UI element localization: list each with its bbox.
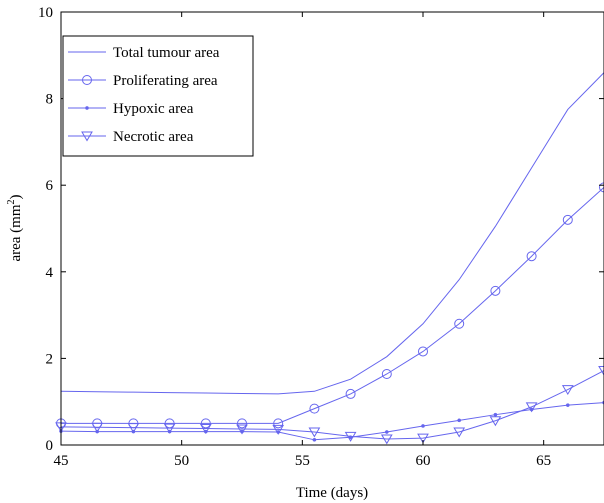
data-point <box>236 424 248 435</box>
legend-entry: Hypoxic area <box>68 101 194 117</box>
data-point <box>384 430 389 434</box>
legend: Total tumour area Proliferating area Hypox… <box>62 35 254 157</box>
y-tick-label: 4 <box>46 265 54 281</box>
data-point <box>561 385 574 396</box>
data-point <box>91 422 104 433</box>
data-point <box>417 433 429 444</box>
data-point <box>344 431 357 442</box>
legend-entry: Proliferating area <box>68 73 218 89</box>
data-point <box>453 427 466 438</box>
y-axis-label: area (mm2) <box>6 194 24 261</box>
legend-label: Necrotic area <box>113 129 194 145</box>
data-point <box>565 403 570 408</box>
data-point <box>312 437 317 442</box>
legend-label: Total tumour area <box>113 45 220 61</box>
data-point <box>421 424 425 428</box>
series-line <box>60 402 604 441</box>
series-line <box>60 72 604 395</box>
series-line <box>60 370 604 440</box>
x-tick-label: 45 <box>54 453 69 469</box>
y-tick-label: 0 <box>46 438 54 454</box>
legend-marker <box>85 106 89 110</box>
data-point <box>493 412 498 417</box>
data-point <box>199 424 212 435</box>
data-point <box>381 368 392 379</box>
x-tick-label: 65 <box>536 453 551 469</box>
data-point <box>127 423 140 434</box>
data-point <box>418 346 428 357</box>
y-axis-label-sup: 2 <box>6 199 17 204</box>
x-tick-label: 55 <box>295 453 310 469</box>
series-line <box>61 186 604 424</box>
y-tick-label: 2 <box>46 351 54 367</box>
data-point <box>489 416 502 427</box>
legend-marker <box>82 75 92 85</box>
data-point <box>598 366 604 377</box>
data-point <box>562 214 573 225</box>
data-point <box>345 388 356 399</box>
y-tick-label: 6 <box>46 178 54 194</box>
data-point <box>454 318 465 329</box>
data-point <box>526 251 537 262</box>
data-point <box>200 418 211 429</box>
y-axis-label-suffix: ) <box>8 194 24 199</box>
data-point <box>380 434 393 445</box>
x-tick-label: 50 <box>174 453 189 469</box>
data-point <box>525 402 538 413</box>
data-point <box>309 403 320 414</box>
legend-label: Hypoxic area <box>113 101 194 117</box>
data-point <box>490 285 501 296</box>
legend-marker <box>81 131 93 142</box>
legend-label: Proliferating area <box>113 73 218 89</box>
y-tick-label: 8 <box>46 92 54 108</box>
data-point <box>457 418 462 423</box>
plot-frame <box>60 11 604 446</box>
y-axis-label-main: area (mm <box>8 204 24 261</box>
legend-entry: Total tumour area <box>68 45 220 61</box>
data-point <box>163 423 176 434</box>
y-tick-label: 10 <box>38 5 53 21</box>
data-point <box>272 424 285 435</box>
series-1 <box>60 72 604 395</box>
data-point <box>599 182 604 193</box>
legend-entries: Total tumour area Proliferating area Hypox… <box>68 45 220 145</box>
legend-entry: Necrotic area <box>68 129 194 145</box>
x-axis-label: Time (days) <box>296 485 368 501</box>
data-point <box>273 418 284 429</box>
x-tick-label: 60 <box>416 453 431 469</box>
data-point <box>308 427 321 438</box>
data-point <box>237 418 247 429</box>
